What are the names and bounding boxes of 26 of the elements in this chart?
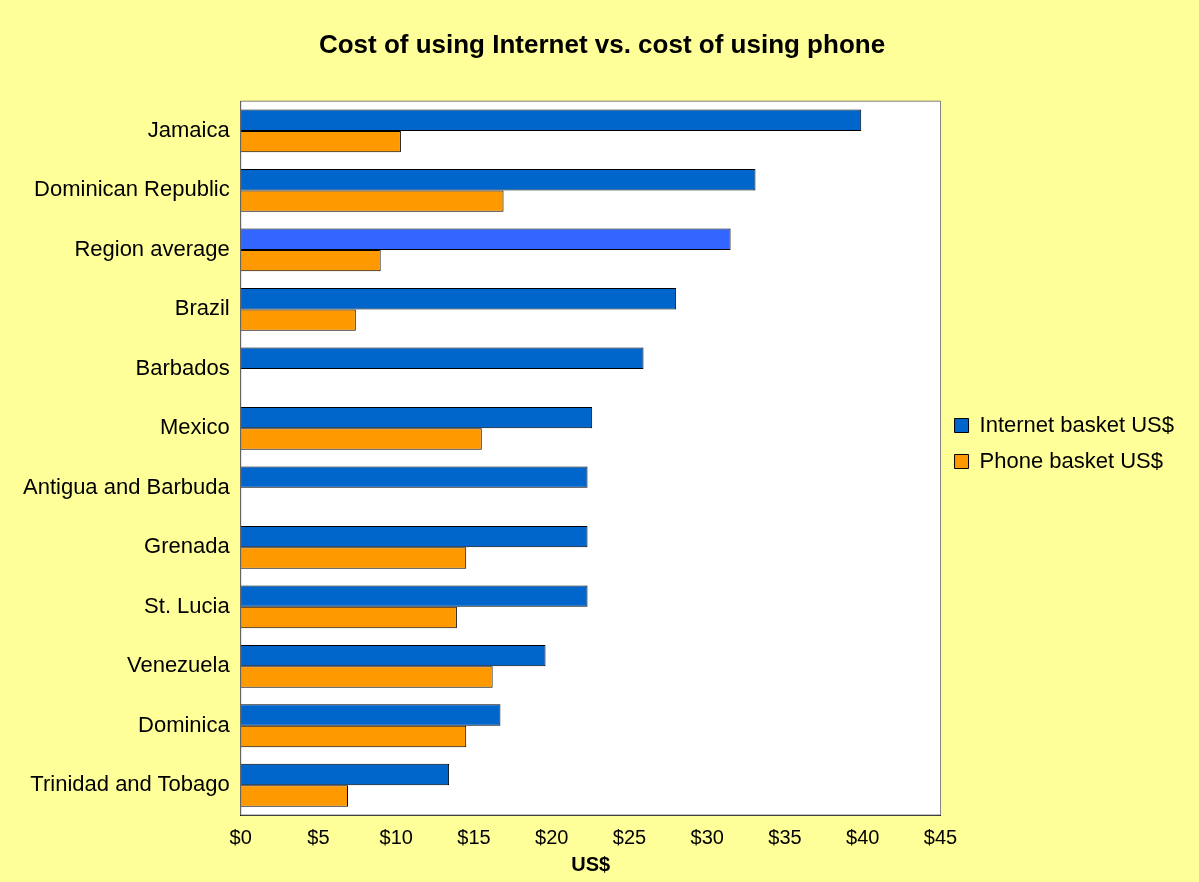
x-tick-label: $15 bbox=[457, 825, 491, 848]
x-axis-title: US$ bbox=[571, 852, 611, 875]
y-tick-label: Jamaica bbox=[147, 117, 231, 142]
legend-label: Phone basket US$ bbox=[979, 447, 1164, 473]
y-tick-label: Venezuela bbox=[126, 652, 231, 678]
y-tick-label: Grenada bbox=[144, 533, 231, 559]
y-tick-label: Dominica bbox=[138, 711, 231, 737]
x-tick-label: $30 bbox=[690, 825, 724, 848]
y-tick-label: Trinidad and Tobago bbox=[30, 771, 230, 797]
x-tick-label: $20 bbox=[535, 825, 569, 848]
y-tick-label: Region average bbox=[74, 235, 230, 261]
y-tick-label: Brazil bbox=[174, 295, 230, 321]
y-tick-label: Antigua and Barbuda bbox=[22, 473, 231, 499]
x-tick-label: $35 bbox=[768, 825, 802, 848]
y-tick-label: Mexico bbox=[160, 414, 230, 440]
chart-title: Cost of using Internet vs. cost of using phone bbox=[318, 28, 886, 59]
x-tick-label: $40 bbox=[846, 825, 880, 848]
x-tick-label: $0 bbox=[229, 825, 252, 848]
legend-label: Internet basket US$ bbox=[979, 411, 1175, 437]
y-tick-label: St. Lucia bbox=[144, 592, 231, 618]
x-tick-label: $10 bbox=[379, 825, 413, 848]
x-tick-label: $5 bbox=[307, 825, 330, 848]
x-tick-label: $45 bbox=[923, 825, 958, 848]
x-tick-label: $25 bbox=[612, 825, 647, 848]
y-tick-label: Dominican Republic bbox=[34, 176, 230, 202]
y-tick-label: Barbados bbox=[135, 354, 230, 380]
